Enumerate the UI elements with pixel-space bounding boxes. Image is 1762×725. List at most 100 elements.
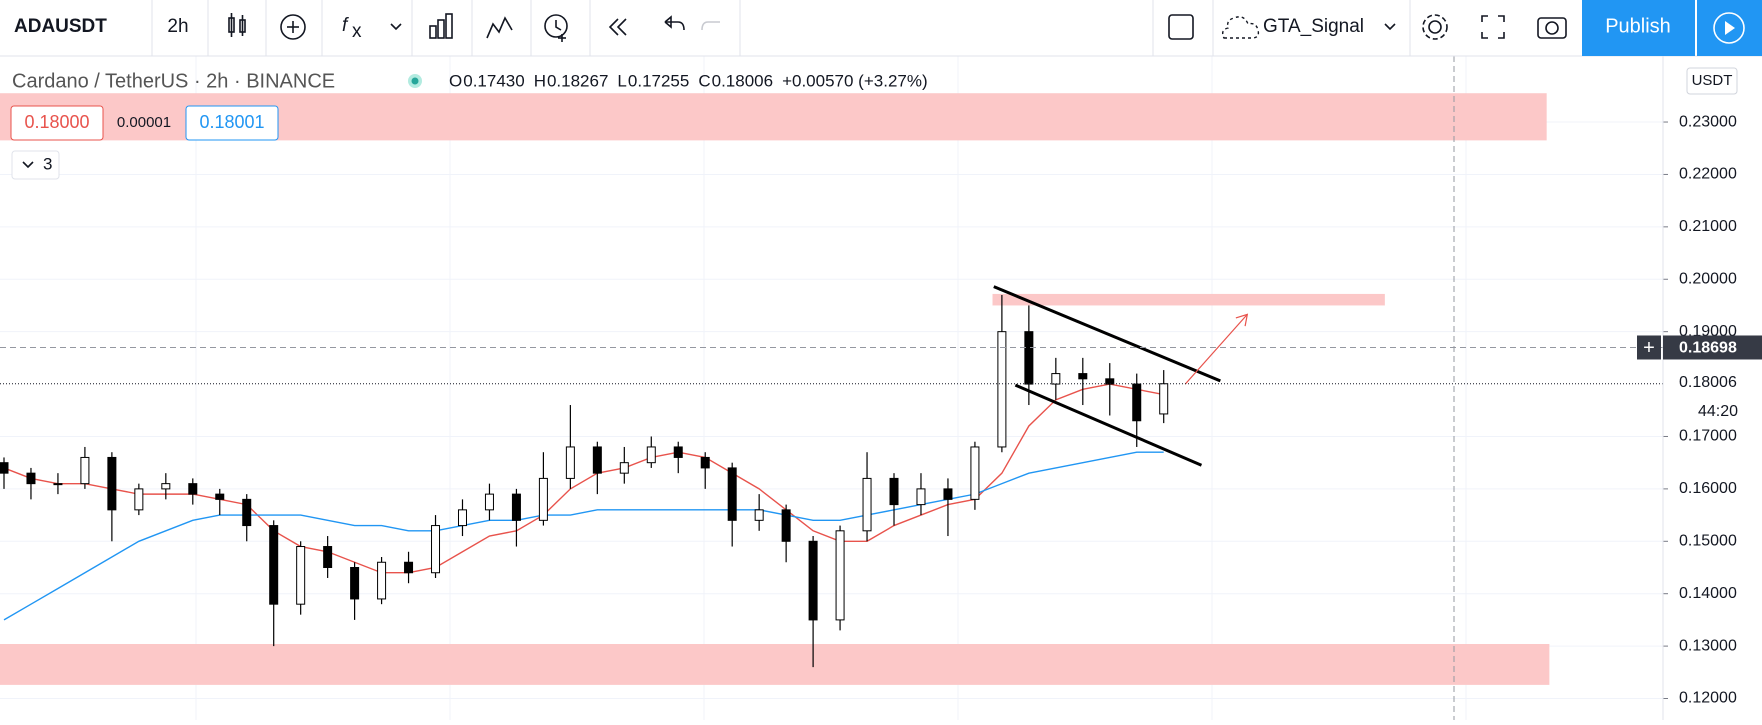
candle-body (754, 509, 764, 521)
fullscreen-icon[interactable] (1481, 15, 1505, 39)
ohlc-legend: O 0.17430 H 0.18267 L 0.17255 C 0.18006 +0.00570… (449, 71, 928, 90)
zone (0, 644, 1550, 685)
spread: 0.00001 (117, 114, 171, 131)
buy-box[interactable] (185, 105, 279, 141)
candle-body (134, 488, 144, 511)
candle-body (80, 456, 90, 485)
candle-body (377, 561, 387, 600)
candle-body (242, 498, 252, 527)
trend-line (1014, 383, 1203, 467)
undo-arc (666, 21, 685, 31)
market-status-dot (411, 77, 419, 85)
ohlc-value: 0.17255 (628, 71, 689, 90)
publish-button[interactable] (1582, 0, 1695, 56)
symbol[interactable]: ADAUSDT (14, 16, 107, 37)
crosshair-label-bg (1663, 335, 1762, 360)
y-tick-label: 0.20000 (1679, 270, 1737, 287)
candle-body (862, 477, 872, 532)
ohlc-value: 0.17430 (463, 71, 524, 90)
ohlc-label: L (617, 71, 626, 90)
candle-body (835, 530, 845, 621)
candle-body (1024, 331, 1034, 385)
candle-body (1159, 383, 1169, 415)
line-icon[interactable] (486, 16, 513, 39)
change: +0.00570 (+3.27%) (782, 71, 928, 90)
y-tick-label: 0.23000 (1679, 113, 1737, 130)
candle-body (404, 561, 414, 574)
candle-body (1132, 383, 1142, 422)
indicators-icon[interactable]: f (342, 15, 349, 36)
candle-body (511, 493, 521, 521)
candle-body (619, 462, 629, 474)
candle-body (26, 472, 36, 485)
countdown: 44:20 (1698, 403, 1738, 420)
redo-icon[interactable] (701, 21, 720, 31)
crosshair-label: 0.18698 (1679, 340, 1737, 357)
candle-body (943, 488, 953, 500)
alert-icon[interactable] (544, 14, 568, 42)
arrow-head (1235, 313, 1249, 327)
y-tick-label: 0.14000 (1679, 585, 1737, 602)
currency: USDT (1692, 72, 1733, 89)
settings-icon[interactable] (1422, 14, 1448, 40)
candle-body (997, 331, 1007, 448)
sell-box[interactable] (10, 105, 104, 141)
layout-name[interactable]: GTA_Signal (1263, 16, 1364, 37)
currency-box (1686, 67, 1738, 95)
y-tick-label: 0.17000 (1679, 428, 1737, 445)
y-tick-label: 0.21000 (1679, 218, 1737, 235)
y-tick-label: 0.15000 (1679, 533, 1737, 550)
compare-icon[interactable] (429, 13, 453, 39)
candle-body (565, 446, 575, 479)
candle-body (700, 456, 710, 469)
crosshair-plus-bg (1637, 335, 1661, 360)
add-icon[interactable] (280, 14, 306, 40)
candle-body (889, 477, 899, 506)
candle-body (296, 546, 306, 605)
candle-body (53, 483, 63, 486)
replay-icon[interactable] (608, 18, 627, 36)
toggle-chevron (22, 161, 34, 169)
candle-body (538, 477, 548, 521)
ohlc-label: C (698, 71, 710, 90)
ohlc-label: O (449, 71, 462, 90)
candle-body (1105, 378, 1115, 385)
dropdown-icon[interactable] (390, 23, 402, 31)
candle-body (484, 493, 494, 511)
symbol-description: Cardano / TetherUS · 2h · BINANCE (12, 70, 335, 92)
candle-body (646, 446, 656, 464)
ohlc-label: H (534, 71, 546, 90)
last-price-label: 0.18006 (1679, 374, 1737, 391)
interval[interactable]: 2h (167, 16, 188, 37)
candle-body (970, 446, 980, 500)
candle-body (323, 546, 333, 568)
candle-body (161, 483, 171, 490)
candle-body (0, 462, 9, 474)
stream-play (1725, 21, 1735, 35)
indicators-icon-sub: x (352, 21, 362, 42)
candle-body (457, 509, 467, 527)
stream-icon (1713, 12, 1745, 44)
dropdown-icon[interactable] (1384, 23, 1396, 31)
chart-type-icon[interactable] (228, 13, 246, 37)
candle-body (673, 446, 683, 458)
indicators-count: 3 (43, 154, 52, 173)
candle-body (350, 566, 360, 600)
candle-body (269, 525, 279, 605)
ohlc-value: 0.18006 (712, 71, 773, 90)
snapshot-icon[interactable] (1537, 17, 1567, 39)
candle-body (916, 488, 926, 506)
plot-area (0, 56, 1663, 720)
toolbar (0, 0, 1762, 56)
candle-body (1051, 373, 1061, 385)
candle-body (781, 509, 791, 542)
y-tick-label: 0.22000 (1679, 166, 1737, 183)
select-icon[interactable] (1168, 14, 1194, 40)
zone (992, 293, 1385, 306)
indicators-toggle[interactable] (11, 150, 60, 180)
candle-body (215, 493, 225, 500)
last-price-bg (1667, 371, 1762, 416)
y-tick-label: 0.13000 (1679, 637, 1737, 654)
candle-body (431, 525, 441, 574)
